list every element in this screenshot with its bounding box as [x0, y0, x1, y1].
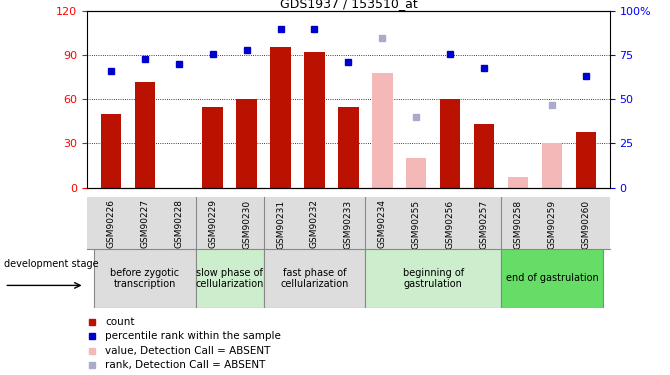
Text: GSM90258: GSM90258	[514, 200, 523, 249]
Bar	[440, 99, 460, 188]
Text: GSM90257: GSM90257	[480, 200, 488, 249]
Text: beginning of
gastrulation: beginning of gastrulation	[403, 268, 464, 289]
Bar	[372, 73, 393, 188]
Bar	[135, 82, 155, 188]
Text: GSM90260: GSM90260	[582, 200, 590, 249]
Text: fast phase of
cellularization: fast phase of cellularization	[280, 268, 348, 289]
Text: GSM90226: GSM90226	[107, 200, 115, 249]
Text: rank, Detection Call = ABSENT: rank, Detection Call = ABSENT	[105, 360, 266, 370]
Bar	[576, 132, 596, 188]
Text: GSM90230: GSM90230	[242, 200, 251, 249]
Bar	[338, 107, 358, 188]
Text: GSM90227: GSM90227	[140, 200, 149, 249]
Title: GDS1937 / 153510_at: GDS1937 / 153510_at	[279, 0, 417, 10]
Bar	[263, 249, 365, 308]
Text: end of gastrulation: end of gastrulation	[506, 273, 598, 284]
Bar	[202, 107, 223, 188]
Bar	[542, 144, 562, 188]
Text: GSM90228: GSM90228	[174, 200, 183, 249]
Bar	[94, 249, 196, 308]
Text: GSM90259: GSM90259	[547, 200, 557, 249]
Bar	[406, 158, 426, 188]
Bar	[508, 177, 528, 188]
Bar	[271, 46, 291, 188]
Text: development stage: development stage	[5, 259, 99, 269]
Bar	[365, 249, 501, 308]
Bar	[501, 249, 603, 308]
Bar	[100, 114, 121, 188]
Text: GSM90234: GSM90234	[378, 200, 387, 249]
Text: value, Detection Call = ABSENT: value, Detection Call = ABSENT	[105, 346, 271, 356]
Text: GSM90255: GSM90255	[412, 200, 421, 249]
Text: before zygotic
transcription: before zygotic transcription	[111, 268, 180, 289]
Bar	[196, 249, 263, 308]
Text: slow phase of
cellularization: slow phase of cellularization	[196, 268, 264, 289]
Text: percentile rank within the sample: percentile rank within the sample	[105, 332, 281, 342]
Text: GSM90232: GSM90232	[310, 200, 319, 249]
Text: count: count	[105, 317, 135, 327]
Bar	[474, 124, 494, 188]
Text: GSM90229: GSM90229	[208, 200, 217, 249]
Text: GSM90231: GSM90231	[276, 200, 285, 249]
Text: GSM90233: GSM90233	[344, 200, 353, 249]
Text: GSM90256: GSM90256	[446, 200, 455, 249]
Bar	[304, 53, 325, 188]
Bar	[237, 99, 257, 188]
